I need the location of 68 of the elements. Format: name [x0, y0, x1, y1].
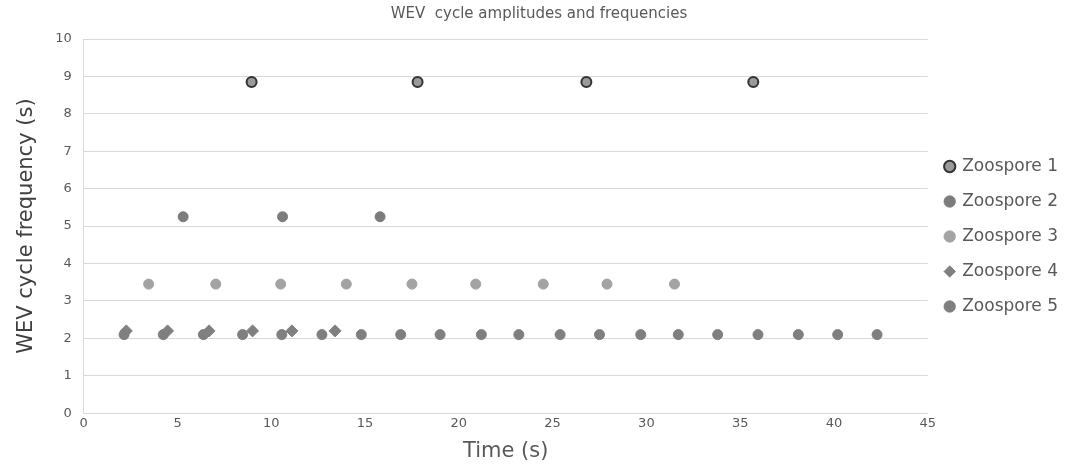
point: [406, 278, 418, 290]
point: [118, 329, 130, 341]
point: [275, 278, 287, 290]
point: [177, 211, 189, 223]
point: [374, 211, 386, 223]
point: [601, 278, 613, 290]
point: [434, 329, 446, 341]
x-tick-label: 10: [263, 415, 280, 431]
x-tick-label: 30: [638, 415, 655, 431]
x-tick-label: 40: [825, 415, 843, 431]
point: [871, 329, 883, 341]
point: [340, 278, 352, 290]
legend-label: Zoospore 5: [962, 294, 1059, 315]
x-tick-label: 45: [919, 415, 936, 431]
point: [792, 329, 804, 341]
point: [276, 329, 288, 341]
point: [277, 211, 289, 223]
point: [210, 278, 222, 290]
point: [672, 329, 684, 341]
point: [157, 329, 169, 341]
point: [513, 329, 525, 341]
point: [395, 329, 407, 341]
x-tick-label: 0: [79, 415, 88, 431]
y-tick-label: 7: [63, 142, 72, 158]
x-tick-label: 5: [173, 415, 182, 431]
y-tick-label: 6: [63, 180, 72, 196]
point: [355, 329, 367, 341]
point: [245, 76, 258, 89]
x-tick-label: 35: [731, 415, 749, 431]
point: [411, 76, 424, 89]
legend-label: Zoospore 3: [962, 224, 1059, 245]
x-tick-label: 25: [544, 415, 561, 431]
point: [316, 329, 328, 341]
point: [197, 329, 209, 341]
point: [285, 324, 299, 338]
point: [832, 329, 844, 341]
point: [747, 76, 760, 89]
point: [143, 278, 155, 290]
point: [554, 329, 566, 341]
point: [237, 329, 249, 341]
point: [752, 329, 764, 341]
y-tick-label: 1: [63, 367, 72, 383]
y-tick-label: 5: [63, 217, 72, 233]
point: [635, 329, 647, 341]
legend-label: Zoospore 1: [962, 154, 1059, 175]
y-tick-label: 10: [55, 30, 72, 46]
legend-label: Zoospore 2: [962, 189, 1059, 210]
x-tick-label: 15: [356, 415, 374, 431]
chart-title: WEV cycle amplitudes and frequencies: [390, 3, 688, 22]
y-tick-label: 8: [63, 105, 72, 121]
y-tick-label: 9: [63, 67, 72, 83]
point: [475, 329, 487, 341]
y-tick-label: 2: [63, 329, 72, 345]
point: [669, 278, 681, 290]
y-axis-title: WEV cycle frequency (s): [13, 98, 38, 354]
y-tick-label: 3: [63, 292, 72, 308]
point: [328, 324, 342, 338]
x-tick-label: 20: [450, 415, 468, 431]
point: [712, 329, 724, 341]
point: [246, 324, 260, 338]
point: [537, 278, 549, 290]
x-axis-title: Time (s): [462, 437, 549, 462]
point: [594, 329, 605, 341]
point: [470, 278, 482, 290]
legend-label: Zoospore 4: [962, 259, 1059, 280]
y-tick-label: 0: [63, 404, 72, 420]
y-tick-label: 4: [63, 254, 72, 270]
point: [580, 76, 593, 89]
